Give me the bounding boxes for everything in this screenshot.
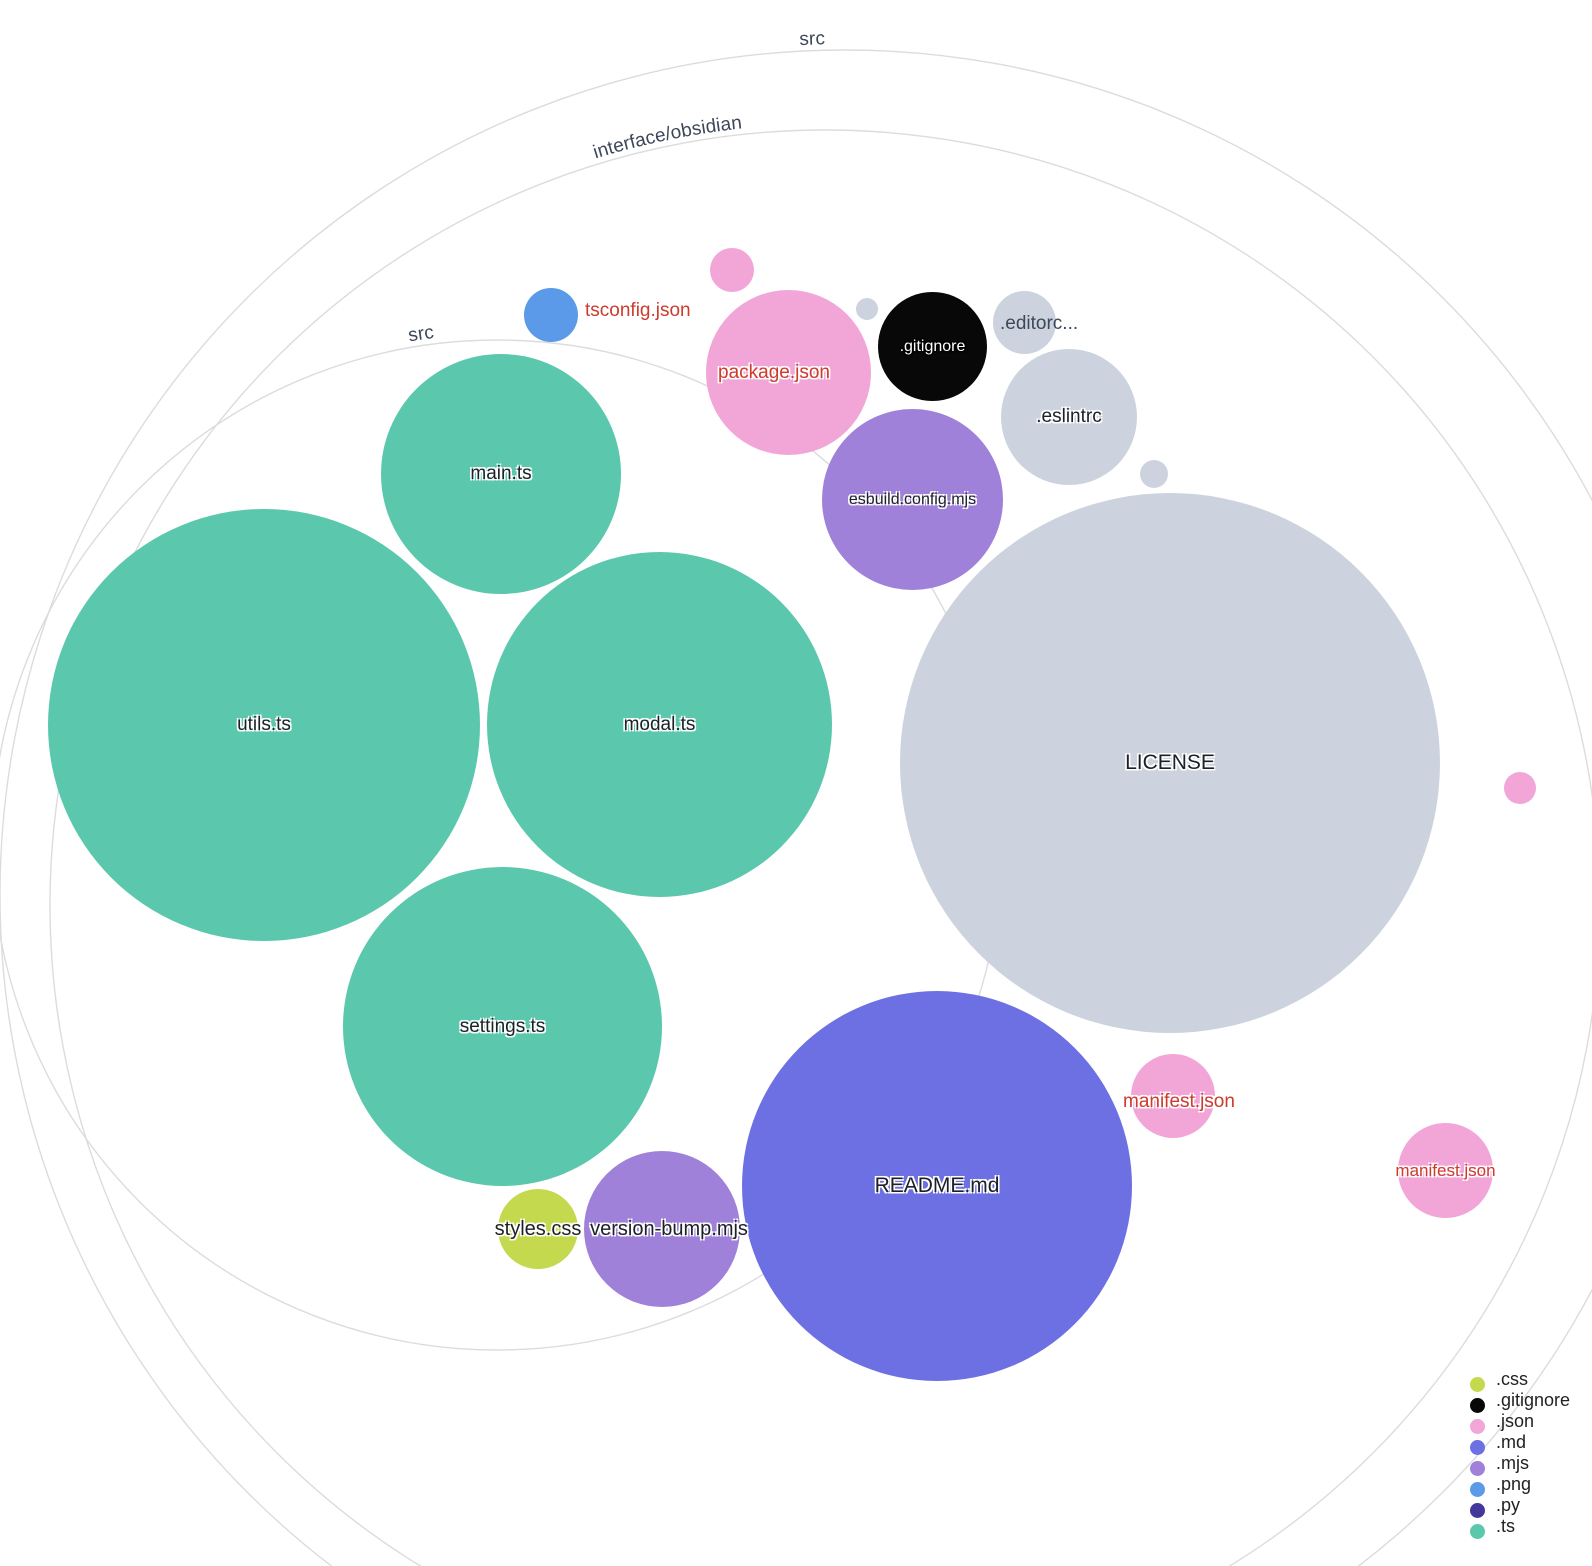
svg-text:interface/obsidian: interface/obsidian	[591, 112, 743, 163]
svg-text:src: src	[407, 322, 435, 347]
svg-text:src: src	[799, 28, 825, 50]
